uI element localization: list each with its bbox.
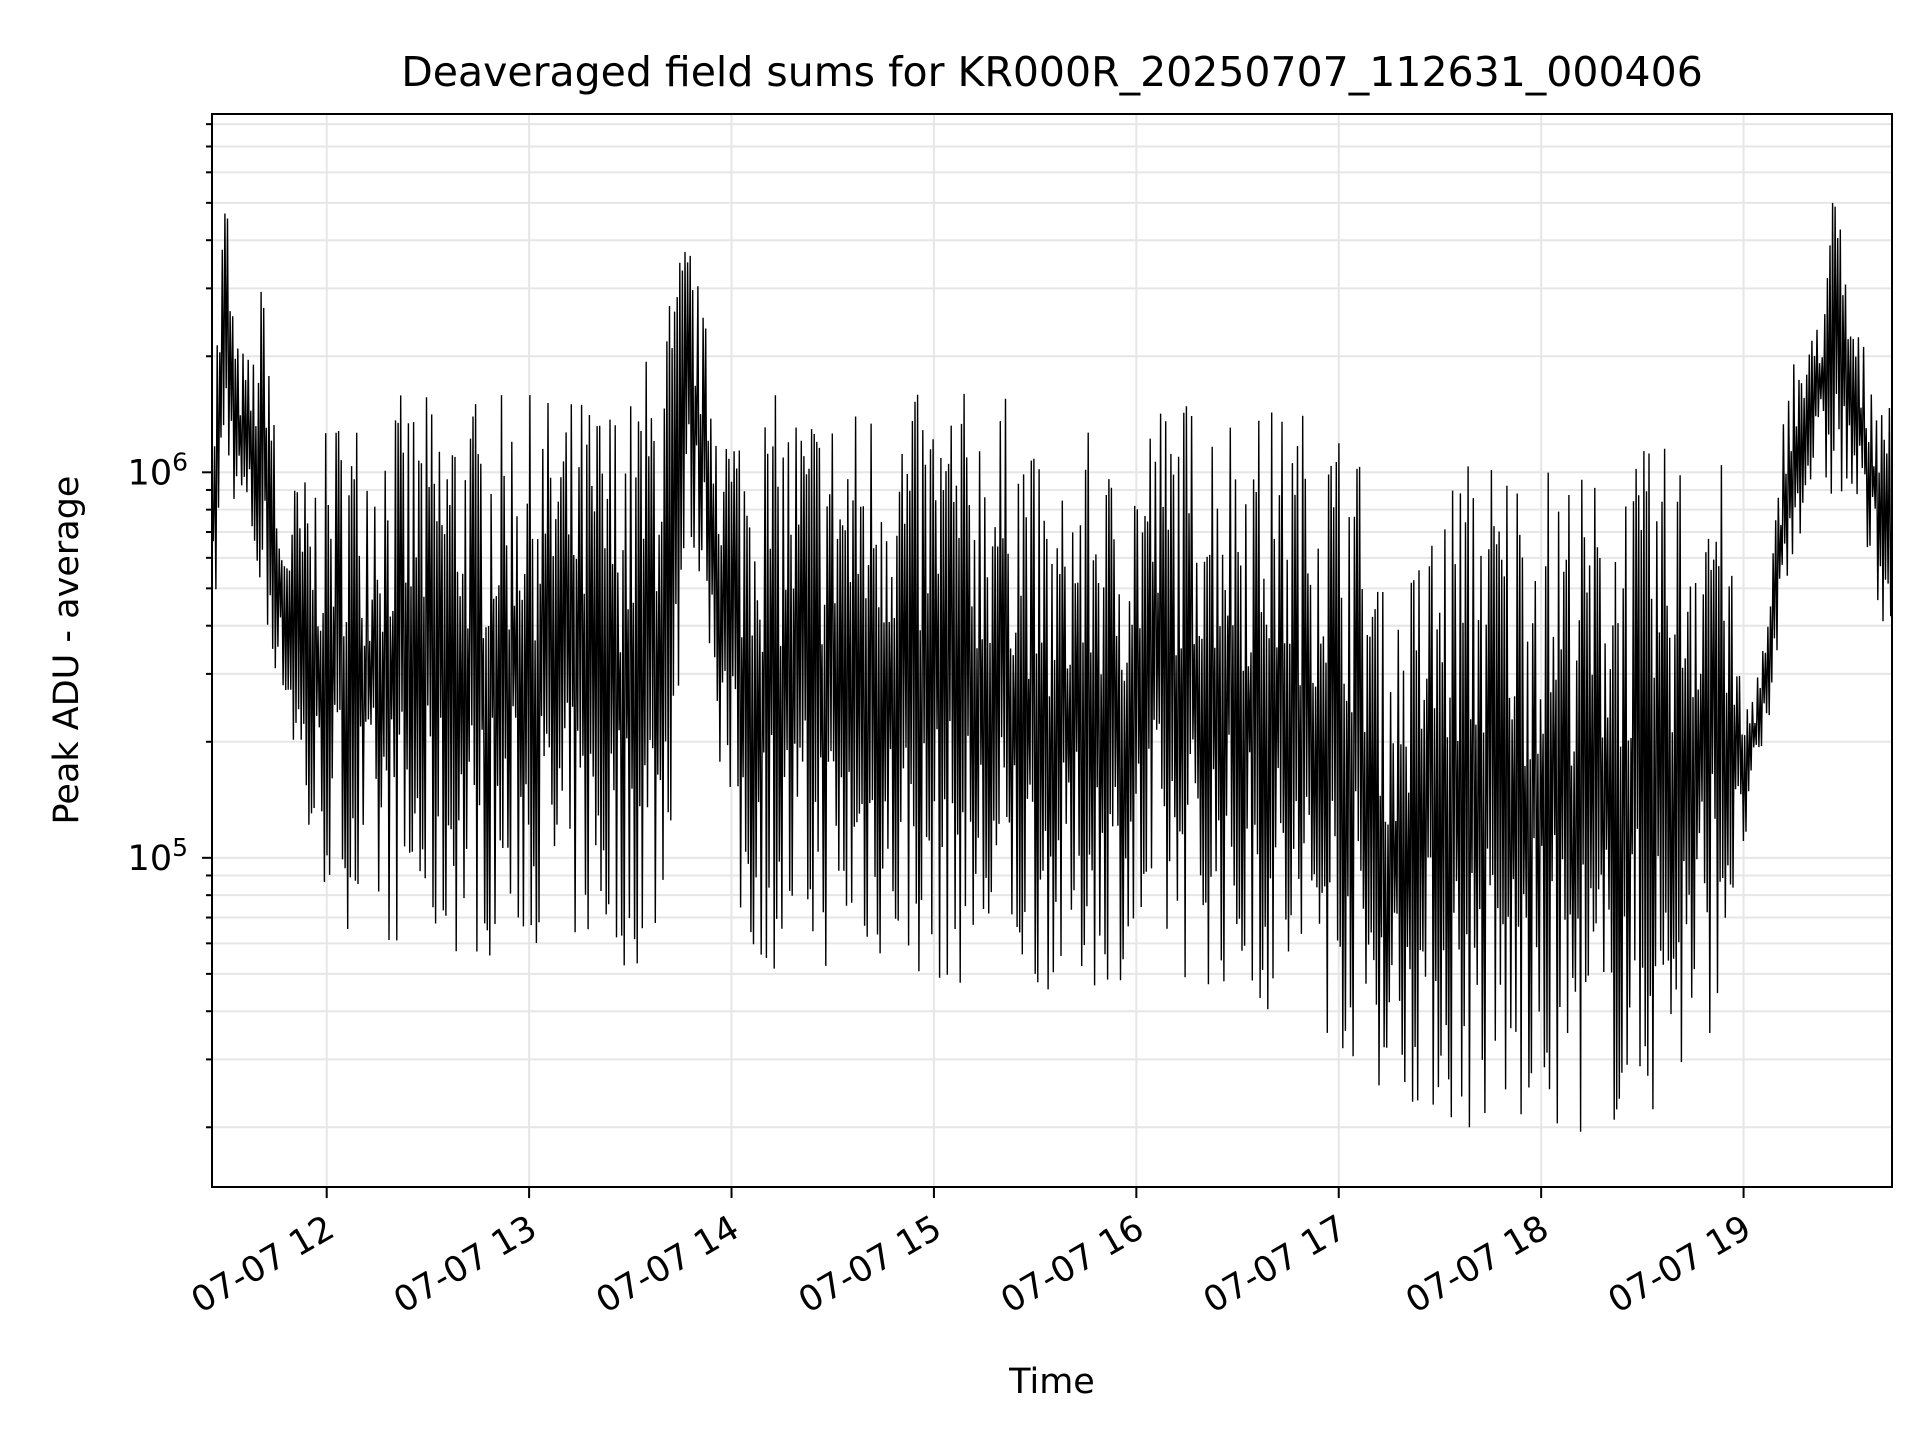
y-tick-exponent: 5 xyxy=(172,833,188,862)
chart-title: Deaveraged field sums for KR000R_2025070… xyxy=(401,48,1703,96)
x-tick-label: 07-07 17 xyxy=(1197,1208,1353,1321)
x-tick-label: 07-07 15 xyxy=(792,1208,948,1321)
data-series xyxy=(211,202,1893,1132)
x-axis-label: Time xyxy=(1008,1362,1095,1402)
x-tick-label: 07-07 12 xyxy=(185,1208,341,1321)
y-tick-base: 10 xyxy=(128,839,173,879)
plot-frame xyxy=(211,113,1893,1188)
x-tick-label: 07-07 13 xyxy=(387,1208,543,1321)
y-axis-label: Peak ADU - average xyxy=(47,476,87,825)
y-tick-exponent: 6 xyxy=(172,447,188,476)
x-tick-label: 07-07 18 xyxy=(1399,1208,1555,1321)
y-tick-label: 106 xyxy=(128,447,188,493)
y-tick-base: 10 xyxy=(128,453,173,493)
y-tick-label: 105 xyxy=(128,833,188,879)
x-tick-label: 07-07 14 xyxy=(590,1208,746,1321)
x-tick-label: 07-07 16 xyxy=(995,1208,1151,1321)
x-tick-label: 07-07 19 xyxy=(1602,1208,1758,1321)
series-line xyxy=(211,202,1893,1132)
